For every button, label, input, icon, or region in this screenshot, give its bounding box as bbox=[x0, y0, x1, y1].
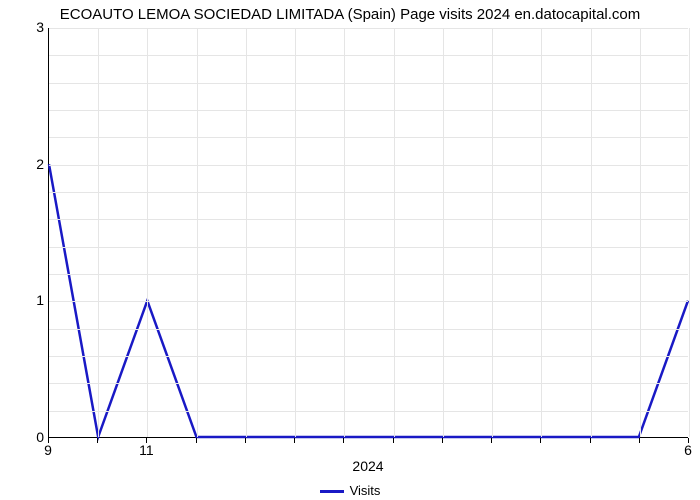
legend-label: Visits bbox=[350, 483, 381, 498]
gridline-v bbox=[246, 28, 247, 437]
gridline-h-minor bbox=[49, 329, 688, 330]
gridline-v bbox=[344, 28, 345, 437]
chart-container: ECOAUTO LEMOA SOCIEDAD LIMITADA (Spain) … bbox=[0, 0, 700, 500]
x-tick-mark bbox=[97, 438, 98, 443]
x-tick-mark bbox=[540, 438, 541, 443]
x-tick-mark bbox=[294, 438, 295, 443]
x-tick-label: 11 bbox=[126, 442, 166, 458]
y-tick-label: 3 bbox=[28, 19, 44, 35]
gridline-v bbox=[197, 28, 198, 437]
x-tick-mark bbox=[196, 438, 197, 443]
y-tick-label: 1 bbox=[28, 292, 44, 308]
gridline-v bbox=[295, 28, 296, 437]
gridline-h-minor bbox=[49, 274, 688, 275]
x-lower-label: 2024 bbox=[338, 458, 398, 474]
chart-title: ECOAUTO LEMOA SOCIEDAD LIMITADA (Spain) … bbox=[0, 6, 700, 23]
x-tick-mark bbox=[491, 438, 492, 443]
x-tick-mark bbox=[245, 438, 246, 443]
gridline-h-minor bbox=[49, 383, 688, 384]
gridline-v bbox=[541, 28, 542, 437]
gridline-h bbox=[49, 165, 688, 166]
gridline-h-minor bbox=[49, 411, 688, 412]
x-tick-mark bbox=[343, 438, 344, 443]
gridline-v bbox=[591, 28, 592, 437]
x-tick-label: 9 bbox=[28, 442, 68, 458]
gridline-h-minor bbox=[49, 219, 688, 220]
line-series bbox=[49, 28, 688, 437]
gridline-v bbox=[443, 28, 444, 437]
gridline-v bbox=[394, 28, 395, 437]
legend: Visits bbox=[0, 483, 700, 498]
gridline-h-minor bbox=[49, 247, 688, 248]
x-tick-label: 6 bbox=[668, 442, 700, 458]
gridline-v bbox=[640, 28, 641, 437]
gridline-h-minor bbox=[49, 137, 688, 138]
gridline-h bbox=[49, 301, 688, 302]
gridline-h-minor bbox=[49, 55, 688, 56]
gridline-v bbox=[689, 28, 690, 437]
plot-area bbox=[48, 28, 688, 438]
x-tick-mark bbox=[590, 438, 591, 443]
x-tick-mark bbox=[639, 438, 640, 443]
gridline-h-minor bbox=[49, 192, 688, 193]
gridline-h-minor bbox=[49, 110, 688, 111]
gridline-v bbox=[98, 28, 99, 437]
x-tick-mark bbox=[393, 438, 394, 443]
y-tick-label: 2 bbox=[28, 156, 44, 172]
gridline-v bbox=[492, 28, 493, 437]
gridline-h bbox=[49, 28, 688, 29]
x-tick-mark bbox=[442, 438, 443, 443]
gridline-h-minor bbox=[49, 83, 688, 84]
gridline-h-minor bbox=[49, 356, 688, 357]
gridline-v bbox=[147, 28, 148, 437]
legend-swatch bbox=[320, 490, 344, 493]
